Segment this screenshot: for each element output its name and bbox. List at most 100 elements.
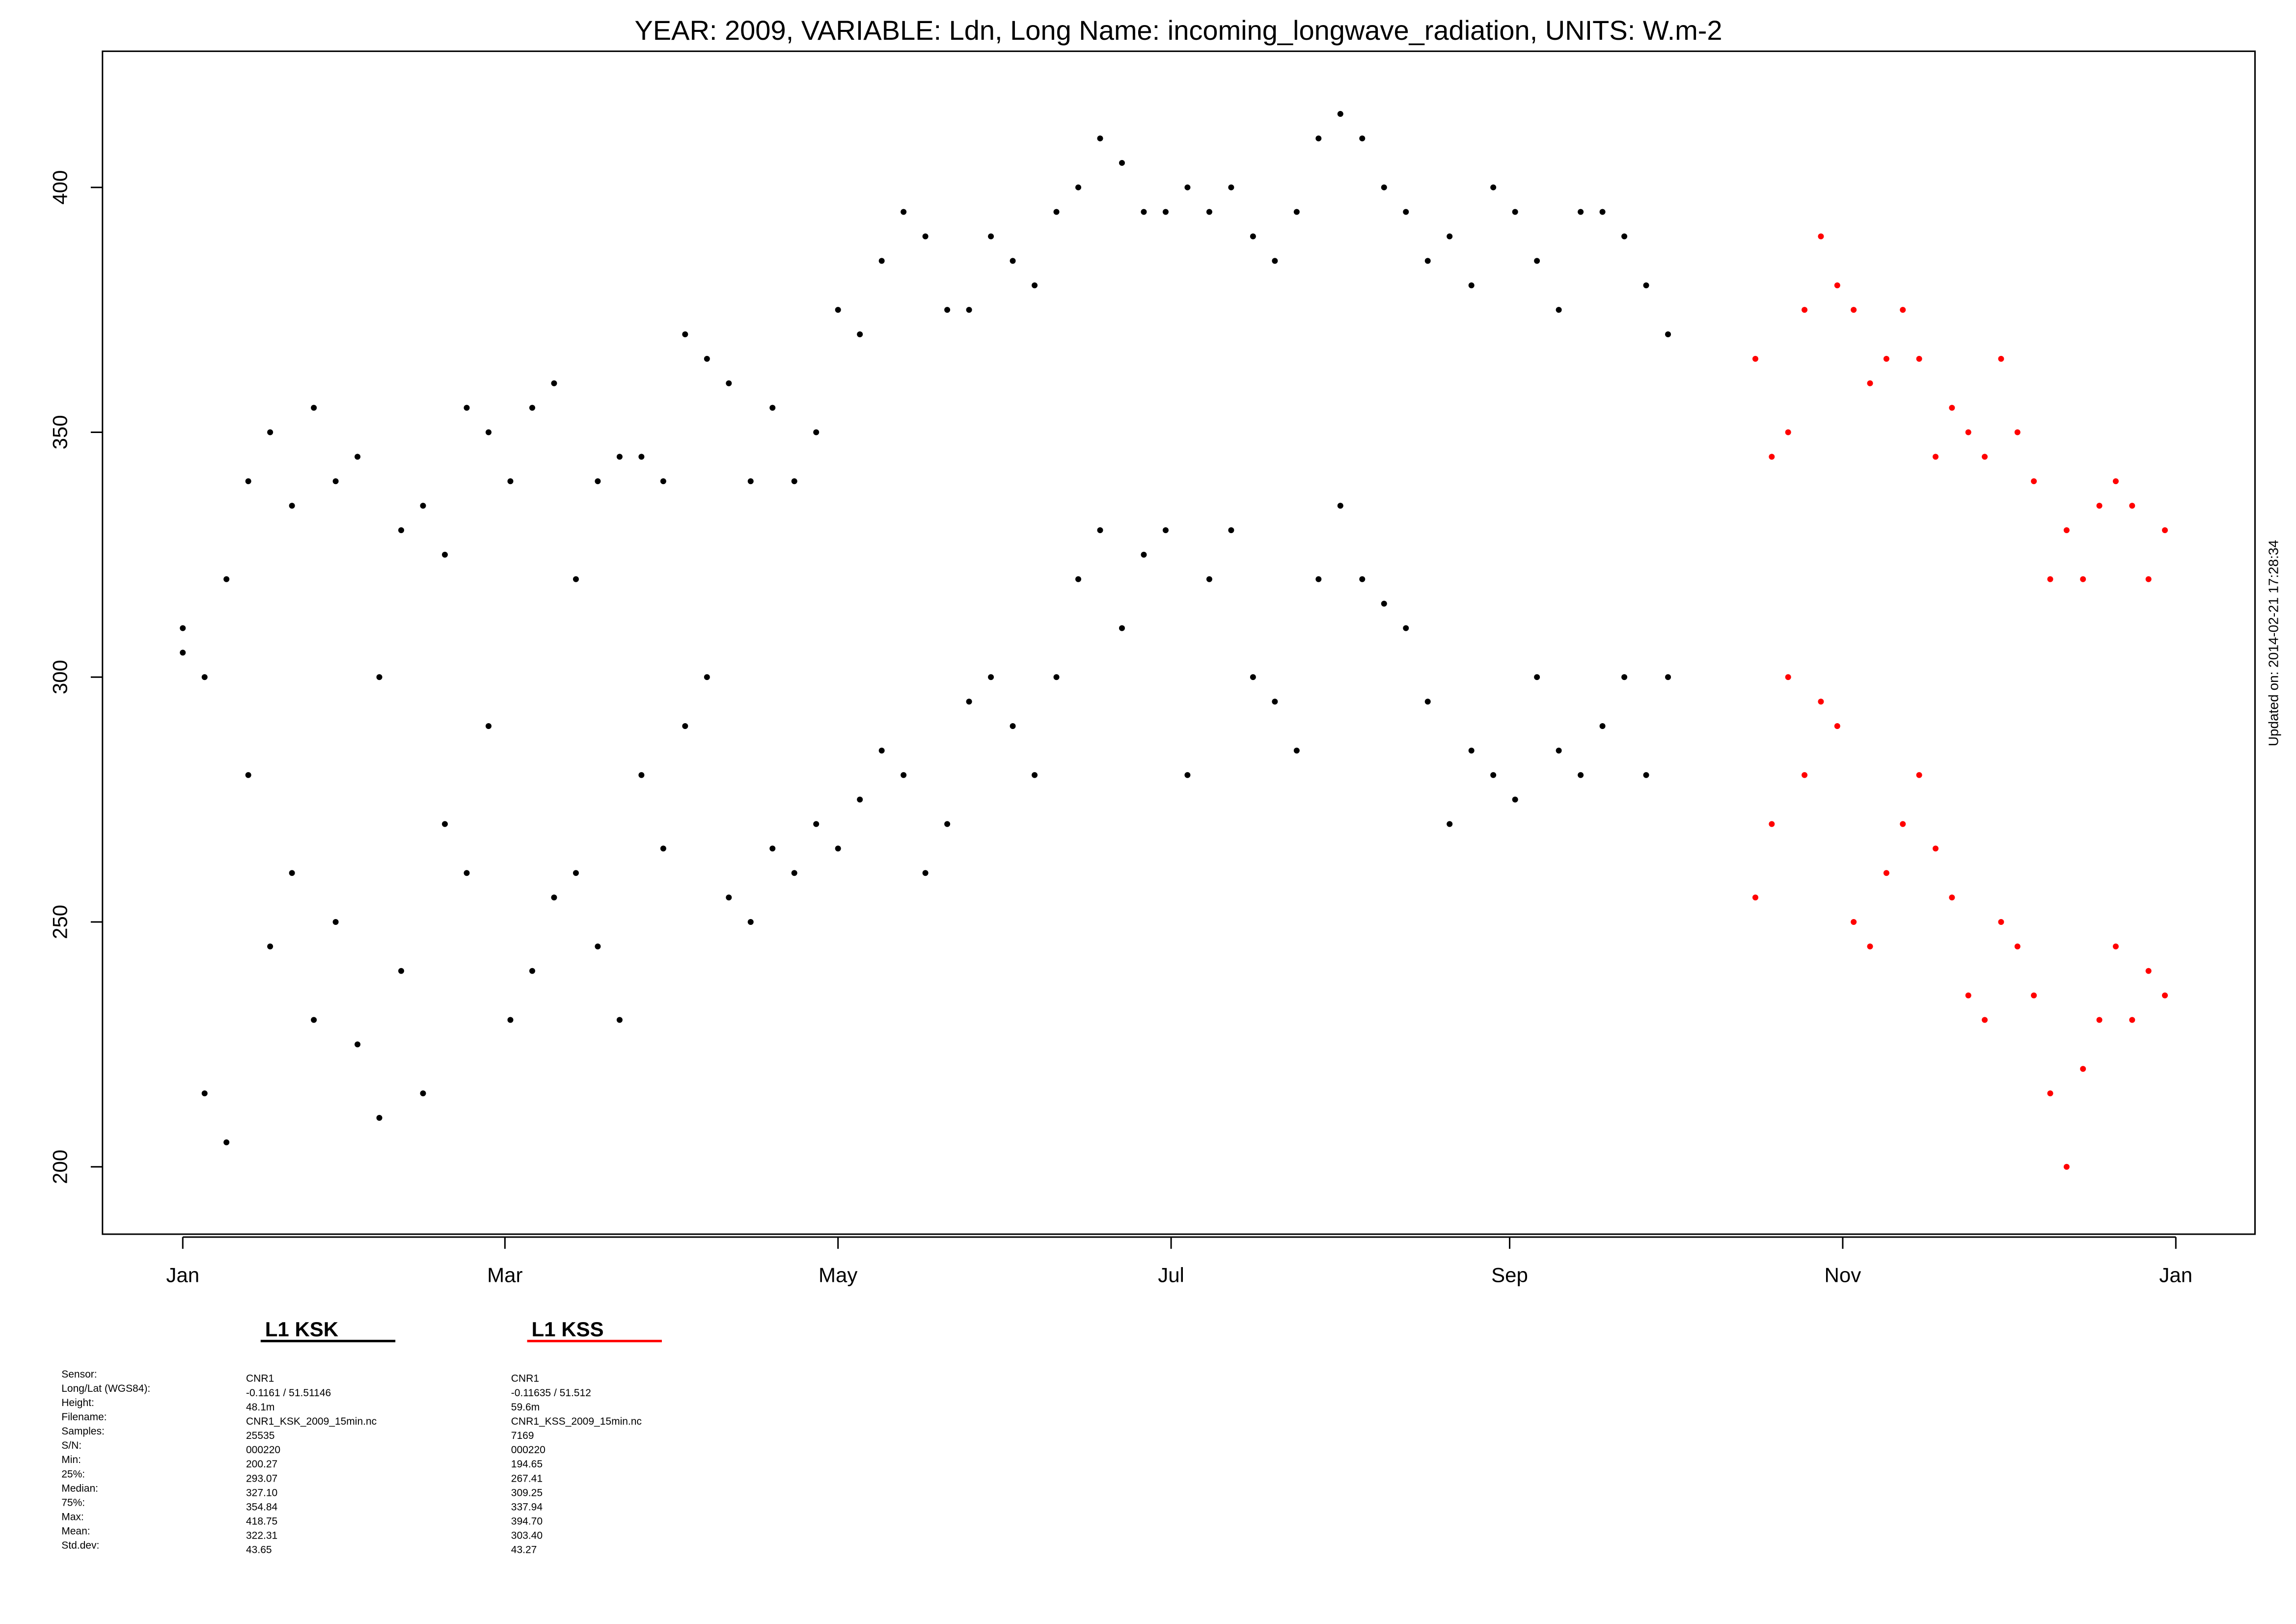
stat-value: 7169	[511, 1430, 534, 1441]
y-tick-label: 300	[48, 660, 71, 694]
data-point	[2031, 992, 2037, 999]
stat-label: Filename:	[61, 1411, 107, 1423]
data-point	[398, 968, 405, 974]
data-point	[420, 1090, 426, 1097]
data-point	[1468, 747, 1475, 754]
data-point	[1293, 747, 1300, 754]
data-point	[1802, 772, 1808, 778]
data-point	[464, 870, 470, 876]
chart-title: YEAR: 2009, VARIABLE: Ldn, Long Name: in…	[634, 15, 1722, 46]
data-point	[311, 405, 317, 411]
data-point	[2063, 1164, 2070, 1170]
data-point	[1556, 747, 1562, 754]
data-point	[1643, 282, 1649, 289]
data-point	[660, 478, 666, 485]
data-point	[1184, 772, 1191, 778]
data-point	[1184, 184, 1191, 190]
data-point	[1141, 551, 1147, 558]
data-point	[2112, 478, 2119, 485]
data-point	[1424, 258, 1431, 264]
data-point	[355, 1041, 361, 1048]
data-point	[616, 1017, 623, 1023]
data-point	[595, 943, 601, 949]
data-point	[988, 674, 994, 680]
data-point	[813, 821, 820, 827]
data-point	[616, 454, 623, 460]
data-point	[2129, 1017, 2135, 1023]
data-point	[332, 478, 339, 485]
stat-value: 43.65	[246, 1544, 272, 1556]
x-tick-label: Jan	[166, 1264, 199, 1287]
stat-value: 327.10	[246, 1487, 277, 1498]
data-point	[1965, 992, 1971, 999]
data-point	[529, 405, 535, 411]
stat-value: 194.65	[511, 1459, 543, 1470]
stat-value: 354.84	[246, 1501, 278, 1513]
data-point	[1228, 527, 1234, 533]
stat-value: 000220	[511, 1444, 546, 1456]
data-point	[1162, 527, 1169, 533]
data-point	[1534, 674, 1540, 680]
data-point	[1834, 723, 1840, 729]
stat-label: Min:	[61, 1454, 81, 1465]
data-point	[922, 870, 929, 876]
data-point	[1834, 282, 1840, 289]
data-point	[704, 674, 710, 680]
data-point	[1900, 821, 1906, 827]
data-point	[2080, 576, 2086, 582]
data-point	[1949, 405, 1955, 411]
data-point	[223, 1139, 230, 1145]
data-point	[791, 478, 797, 485]
data-point	[747, 919, 754, 925]
data-point	[1851, 307, 1857, 313]
data-point	[332, 919, 339, 925]
data-point	[1403, 625, 1409, 631]
data-point	[376, 674, 383, 680]
data-point	[1818, 233, 1824, 240]
data-point	[1272, 258, 1278, 264]
data-point	[2129, 503, 2135, 509]
stat-value: 59.6m	[511, 1402, 540, 1413]
data-point	[2014, 429, 2021, 435]
data-point	[245, 772, 251, 778]
y-tick-label: 350	[48, 415, 71, 449]
data-point	[2047, 1090, 2053, 1097]
data-point	[857, 331, 863, 337]
data-point	[922, 233, 929, 240]
data-point	[376, 1115, 383, 1121]
data-point	[1965, 429, 1971, 435]
data-point	[2096, 503, 2103, 509]
data-point	[1851, 919, 1857, 925]
data-point	[442, 551, 448, 558]
data-point	[1982, 454, 1988, 460]
data-point	[1359, 135, 1366, 141]
data-point	[1818, 699, 1824, 705]
data-point	[1599, 209, 1606, 215]
data-point	[442, 821, 448, 827]
data-point	[1752, 355, 1758, 362]
stat-label: Median:	[61, 1483, 98, 1494]
data-point	[878, 747, 885, 754]
data-point	[2162, 527, 2168, 533]
data-point	[791, 870, 797, 876]
stat-value: CNR1_KSS_2009_15min.nc	[511, 1416, 642, 1427]
data-point	[1998, 919, 2004, 925]
data-point	[267, 429, 273, 435]
data-point	[638, 772, 645, 778]
x-tick-label: Jul	[1158, 1264, 1184, 1287]
data-point	[1293, 209, 1300, 215]
data-point	[1867, 943, 1873, 949]
stat-label: Samples:	[61, 1426, 105, 1437]
stat-label: Sensor:	[61, 1369, 97, 1380]
data-point	[1010, 258, 1016, 264]
data-point	[2145, 576, 2152, 582]
stat-value: 200.27	[246, 1459, 277, 1470]
data-point	[1998, 355, 2004, 362]
data-point	[551, 894, 557, 901]
data-point	[638, 454, 645, 460]
data-point	[1141, 209, 1147, 215]
data-point	[1785, 674, 1791, 680]
data-point	[1534, 258, 1540, 264]
data-point	[267, 943, 273, 949]
